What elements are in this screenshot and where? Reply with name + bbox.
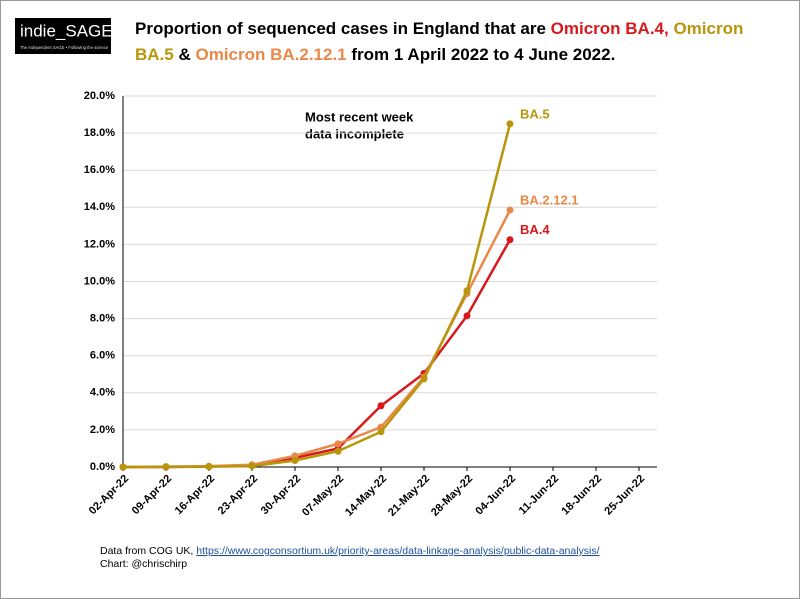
y-tick-label: 0.0%	[90, 461, 115, 473]
annotation: data incomplete	[305, 126, 404, 141]
y-tick-label: 20.0%	[84, 90, 115, 102]
chart-title: BA.5 & Omicron BA.2.12.1 from 1 April 20…	[135, 45, 615, 64]
series-label: BA.4	[520, 222, 550, 237]
point	[248, 462, 256, 470]
y-tick-label: 6.0%	[90, 350, 115, 362]
point	[463, 287, 471, 295]
point	[463, 312, 471, 320]
title-part: Omicron	[669, 19, 744, 38]
title-part: BA.5	[135, 45, 174, 64]
series-line	[122, 123, 512, 469]
source: Data from COG UK, https://www.cogconsort…	[100, 545, 600, 557]
y-tick-label: 18.0%	[84, 127, 115, 139]
point	[334, 440, 342, 448]
logo-tagline: The Independent SAGE • Following the sci…	[20, 45, 109, 50]
point	[377, 428, 385, 436]
logo-name: indie_SAGE	[20, 21, 113, 40]
title-part: Omicron BA.4,	[551, 19, 669, 38]
annotation: Most recent week	[305, 109, 414, 124]
y-tick-label: 8.0%	[90, 313, 115, 325]
point	[377, 402, 385, 410]
title-part: Proportion of sequenced cases in England…	[135, 19, 551, 38]
source-prefix: Data from COG UK,	[100, 545, 196, 557]
title-part: &	[174, 45, 196, 64]
point	[291, 457, 299, 465]
title-part: Omicron BA.2.12.1	[195, 45, 346, 64]
point	[205, 463, 213, 471]
series-label: BA.2.12.1	[520, 193, 579, 208]
point	[420, 375, 428, 383]
logo-box	[15, 18, 111, 54]
point	[119, 463, 127, 471]
point	[506, 236, 514, 244]
source-link[interactable]: https://www.cogconsortium.uk/priority-ar…	[196, 545, 599, 557]
y-tick-label: 14.0%	[84, 201, 115, 213]
y-tick-label: 12.0%	[84, 238, 115, 250]
point	[506, 206, 514, 214]
y-tick-label: 16.0%	[84, 164, 115, 176]
point	[506, 120, 514, 128]
y-tick-label: 2.0%	[90, 424, 115, 436]
y-tick-label: 4.0%	[90, 387, 115, 399]
y-tick-label: 10.0%	[84, 275, 115, 287]
credit: Chart: @chrischirp	[100, 558, 187, 570]
point	[334, 447, 342, 455]
series-label: BA.5	[520, 106, 550, 121]
chart-title: Proportion of sequenced cases in England…	[135, 19, 743, 38]
title-part: from 1 April 2022 to 4 June 2022.	[347, 45, 616, 64]
point	[162, 463, 170, 471]
